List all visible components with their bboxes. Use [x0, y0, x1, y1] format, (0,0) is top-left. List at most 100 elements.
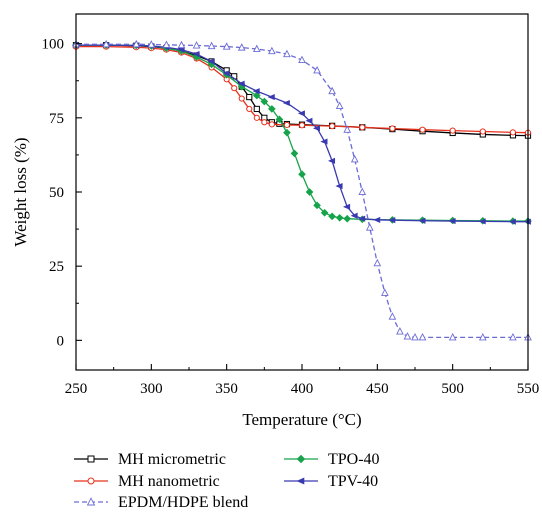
x-tick-label: 300 — [140, 381, 163, 397]
data-point — [268, 46, 276, 55]
data-point — [305, 117, 313, 124]
data-point — [305, 188, 314, 196]
series-5 — [72, 39, 532, 341]
axes-layer: 250 300 350 400 450 500 550 0 25 50 75 100 — [42, 13, 540, 397]
data-point — [253, 105, 260, 113]
data-point — [478, 332, 487, 341]
data-point — [102, 39, 110, 48]
data-point — [313, 201, 321, 210]
data-point — [381, 288, 389, 296]
y-tick-label: 25 — [49, 259, 64, 275]
data-point — [335, 183, 343, 190]
legend-label: TPV-40 — [328, 473, 378, 490]
data-point — [246, 93, 253, 101]
x-tick-label: 350 — [215, 381, 238, 397]
data-point — [418, 332, 427, 341]
y-tick-label: 75 — [49, 111, 64, 127]
data-point — [343, 125, 352, 133]
data-point — [297, 110, 305, 117]
legend-label: EPDM/HDPE blend — [118, 494, 248, 511]
legend: MH micrometric MH nanometric EPDM/HDPE ble… — [74, 451, 380, 511]
data-point — [343, 214, 352, 223]
data-point — [87, 477, 95, 485]
x-tick-label: 550 — [517, 381, 540, 397]
data-point — [298, 170, 306, 179]
data-point — [192, 50, 200, 58]
data-point — [328, 86, 336, 95]
data-point — [329, 123, 336, 130]
legend-label: TPO-40 — [328, 451, 380, 468]
data-point — [252, 44, 261, 53]
data-point — [237, 80, 245, 87]
x-tick-label: 250 — [65, 381, 88, 397]
data-point — [86, 497, 96, 506]
data-point — [373, 216, 381, 223]
data-point — [162, 40, 171, 48]
y-tick-label: 100 — [42, 37, 65, 53]
data-point — [253, 114, 260, 121]
data-point — [403, 332, 412, 340]
data-point — [268, 121, 275, 128]
data-point — [268, 105, 276, 113]
legend-label: MH micrometric — [118, 451, 226, 468]
data-point — [448, 332, 457, 341]
data-point — [177, 40, 186, 49]
data-point — [238, 95, 245, 102]
data-point — [411, 332, 419, 341]
data-point — [448, 218, 456, 225]
data-point — [222, 70, 230, 77]
data-point — [283, 49, 291, 58]
data-point — [365, 223, 374, 231]
data-point — [246, 105, 253, 113]
y-tick-label: 50 — [49, 185, 64, 201]
legend-label: MH nanometric — [118, 473, 220, 490]
data-point — [388, 217, 396, 224]
data-point — [479, 128, 486, 135]
data-point — [192, 41, 201, 49]
data-point — [320, 208, 329, 217]
data-point — [327, 157, 336, 164]
data-point — [296, 477, 305, 485]
data-point — [359, 124, 366, 131]
data-point — [320, 138, 328, 145]
data-point — [509, 129, 517, 136]
data-point — [298, 55, 306, 64]
data-point — [290, 149, 299, 158]
data-point — [418, 217, 426, 224]
data-point — [283, 128, 291, 137]
data-point — [335, 213, 344, 222]
data-point — [419, 126, 426, 133]
data-point — [335, 101, 344, 110]
data-point — [207, 58, 215, 65]
data-point — [313, 65, 321, 74]
data-point — [296, 454, 306, 464]
legend-item: MH micrometric — [74, 451, 226, 468]
data-point — [177, 46, 185, 53]
data-point — [358, 215, 366, 222]
data-point — [350, 212, 358, 219]
data-point — [373, 258, 382, 267]
legend-item: TPO-40 — [284, 451, 380, 468]
data-point — [508, 218, 516, 225]
y-tick-label: 0 — [57, 333, 65, 349]
y-axis-title: Weight loss (%) — [11, 137, 30, 246]
x-tick-label: 500 — [441, 381, 464, 397]
data-point — [260, 97, 269, 106]
data-point — [267, 94, 275, 101]
data-point — [261, 119, 268, 126]
legend-item: MH nanometric — [74, 473, 220, 490]
data-point — [298, 122, 306, 129]
data-point — [328, 212, 336, 221]
data-point — [358, 187, 367, 196]
data-point — [343, 203, 351, 210]
data-point — [312, 125, 320, 132]
series-layer — [71, 39, 532, 341]
data-point — [275, 115, 284, 124]
data-point — [283, 121, 291, 129]
data-point — [388, 312, 397, 320]
data-point — [222, 42, 231, 50]
data-point — [282, 99, 290, 107]
data-point — [87, 455, 95, 463]
